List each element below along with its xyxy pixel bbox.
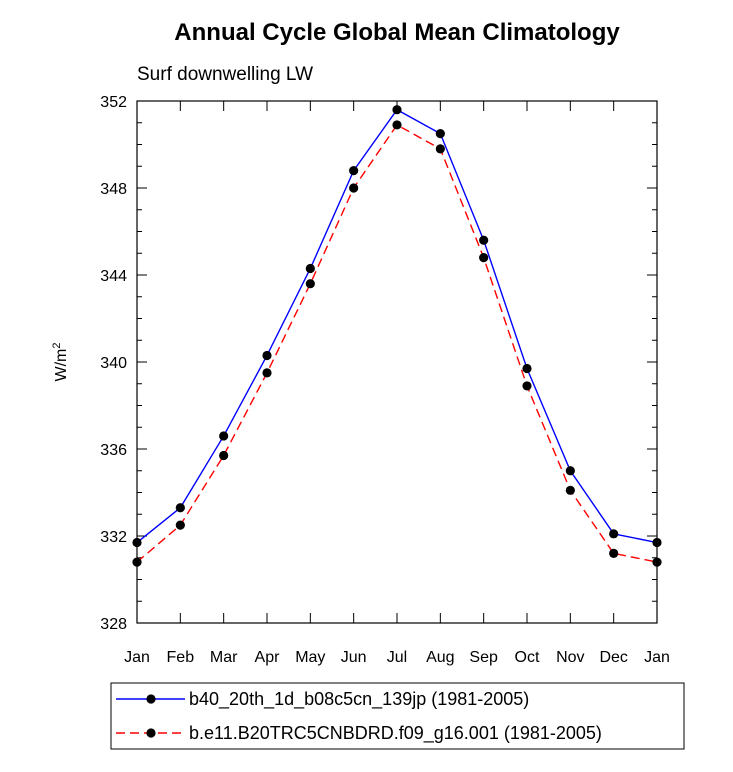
legend: b40_20th_1d_b08c5cn_139jp (1981-2005) b.e…: [116, 689, 602, 744]
y-tick-label: 344: [100, 268, 127, 285]
x-axis: Jan Feb Mar Apr May Jun Jul Aug Sep Oct Nov Dec Jan: [124, 101, 670, 666]
data-point: [132, 537, 142, 548]
y-tick-label: 336: [100, 442, 127, 459]
data-point: [219, 431, 229, 441]
y-tick-label: 352: [100, 94, 127, 111]
y-axis-label-superscript: 2: [51, 343, 63, 349]
x-tick-label: Jan: [124, 649, 150, 666]
y-tick-label: 340: [100, 355, 127, 372]
data-point: [479, 253, 489, 263]
data-point: [349, 166, 359, 176]
data-point: [305, 279, 315, 289]
y-tick-label: 348: [100, 181, 127, 198]
data-point: [652, 537, 662, 548]
y-tick-label: 328: [100, 616, 127, 633]
x-tick-label: Jul: [387, 649, 407, 666]
x-tick-label: Feb: [167, 649, 195, 666]
data-point: [435, 144, 445, 154]
x-tick-label: Nov: [556, 649, 584, 666]
data-point: [392, 105, 402, 115]
legend-label: b40_20th_1d_b08c5cn_139jp (1981-2005): [189, 689, 529, 710]
series-line: [136, 124, 658, 563]
data-point: [435, 129, 445, 139]
data-point: [565, 466, 575, 476]
data-point: [132, 557, 142, 567]
x-tick-label: Dec: [599, 649, 627, 666]
series-layer: [132, 105, 662, 567]
data-point: [609, 548, 619, 559]
y-axis-label: W/m2: [51, 343, 70, 382]
data-point: [522, 381, 532, 391]
data-point: [392, 120, 402, 130]
x-tick-label: Mar: [210, 649, 238, 666]
data-point: [262, 350, 272, 361]
chart-subtitle: Surf downwelling LW: [137, 64, 313, 85]
y-tick-label: 332: [100, 529, 127, 546]
x-tick-label: Apr: [255, 649, 281, 666]
y-axis: 328 332 336 340 344 348 352: [100, 94, 657, 633]
x-tick-label: May: [295, 649, 325, 666]
data-point: [175, 503, 185, 513]
x-tick-label: Jan: [644, 649, 670, 666]
x-tick-label: Oct: [515, 649, 540, 666]
data-point: [305, 263, 315, 274]
data-point: [479, 235, 489, 245]
legend-marker: [146, 694, 156, 704]
series-line: [136, 108, 658, 544]
legend-marker: [146, 728, 156, 738]
data-point: [349, 183, 359, 193]
plot-frame: [136, 100, 658, 624]
data-point: [609, 529, 619, 539]
data-point: [262, 368, 272, 378]
data-point: [652, 557, 662, 567]
data-point: [522, 363, 532, 374]
legend-label: b.e11.B20TRC5CNBDRD.f09_g16.001 (1981-20…: [189, 723, 602, 744]
data-point: [565, 485, 575, 495]
legend-box: [110, 682, 685, 750]
x-tick-label: Jun: [341, 649, 367, 666]
data-point: [175, 520, 185, 530]
chart-title: Annual Cycle Global Mean Climatology: [174, 19, 620, 46]
x-tick-label: Aug: [426, 649, 454, 666]
data-point: [219, 450, 229, 461]
y-axis-label-unit: W/m: [53, 349, 70, 382]
x-tick-label: Sep: [469, 649, 498, 666]
